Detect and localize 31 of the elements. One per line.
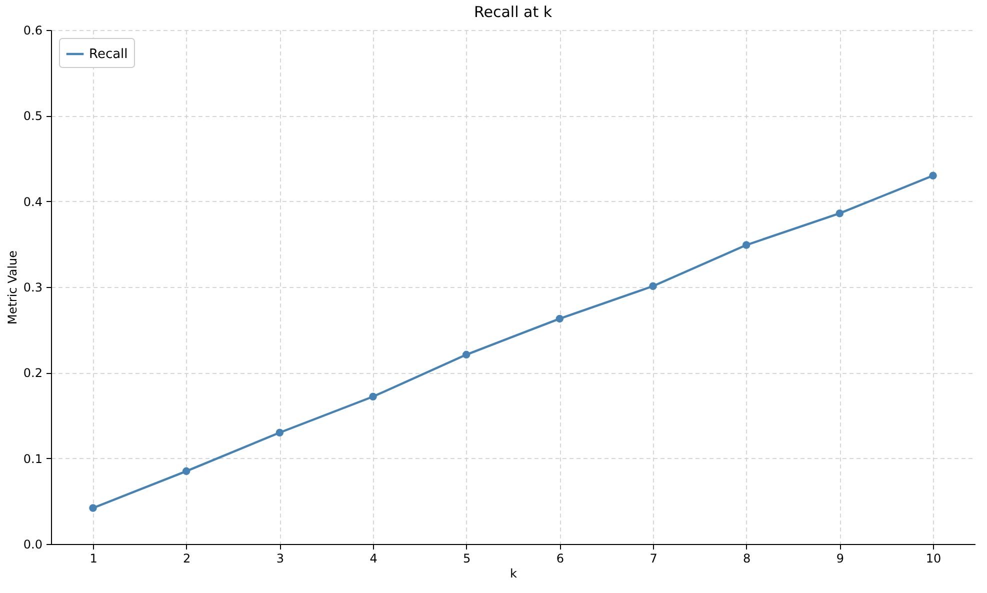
x-tick-label: 3 [276, 552, 284, 566]
chart-title: Recall at k [474, 3, 552, 21]
point [836, 209, 844, 218]
x-tick-label: 9 [836, 552, 844, 566]
x-tick-label: 2 [183, 552, 191, 566]
y-tick-label: 0.6 [23, 24, 42, 38]
y-tick-label: 0.2 [23, 366, 42, 380]
legend-label: Recall [89, 47, 128, 62]
y-tick-label: 0.3 [23, 280, 42, 294]
point [556, 314, 564, 323]
x-tick-label: 8 [743, 552, 751, 566]
x-tick-label: 5 [463, 552, 471, 566]
x-tick-label: 7 [650, 552, 658, 566]
x-tick-label: 6 [556, 552, 564, 566]
point [89, 504, 97, 512]
y-tick-label: 0.1 [23, 452, 42, 466]
x-axis-title: k [510, 566, 518, 580]
x-tick-label: 10 [926, 552, 942, 566]
y-tick-label: 0.0 [23, 538, 42, 552]
point [649, 282, 657, 290]
y-tick-label: 0.4 [23, 194, 42, 209]
point [929, 172, 937, 180]
point [182, 467, 190, 476]
y-axis-title: Metric Value [5, 250, 20, 325]
point [276, 428, 284, 436]
y-tick-label: 0.5 [23, 109, 42, 124]
point [369, 392, 377, 401]
x-tick-label: 1 [90, 552, 98, 566]
x-tick-label: 4 [370, 552, 378, 566]
point [742, 241, 750, 249]
point [462, 350, 470, 359]
